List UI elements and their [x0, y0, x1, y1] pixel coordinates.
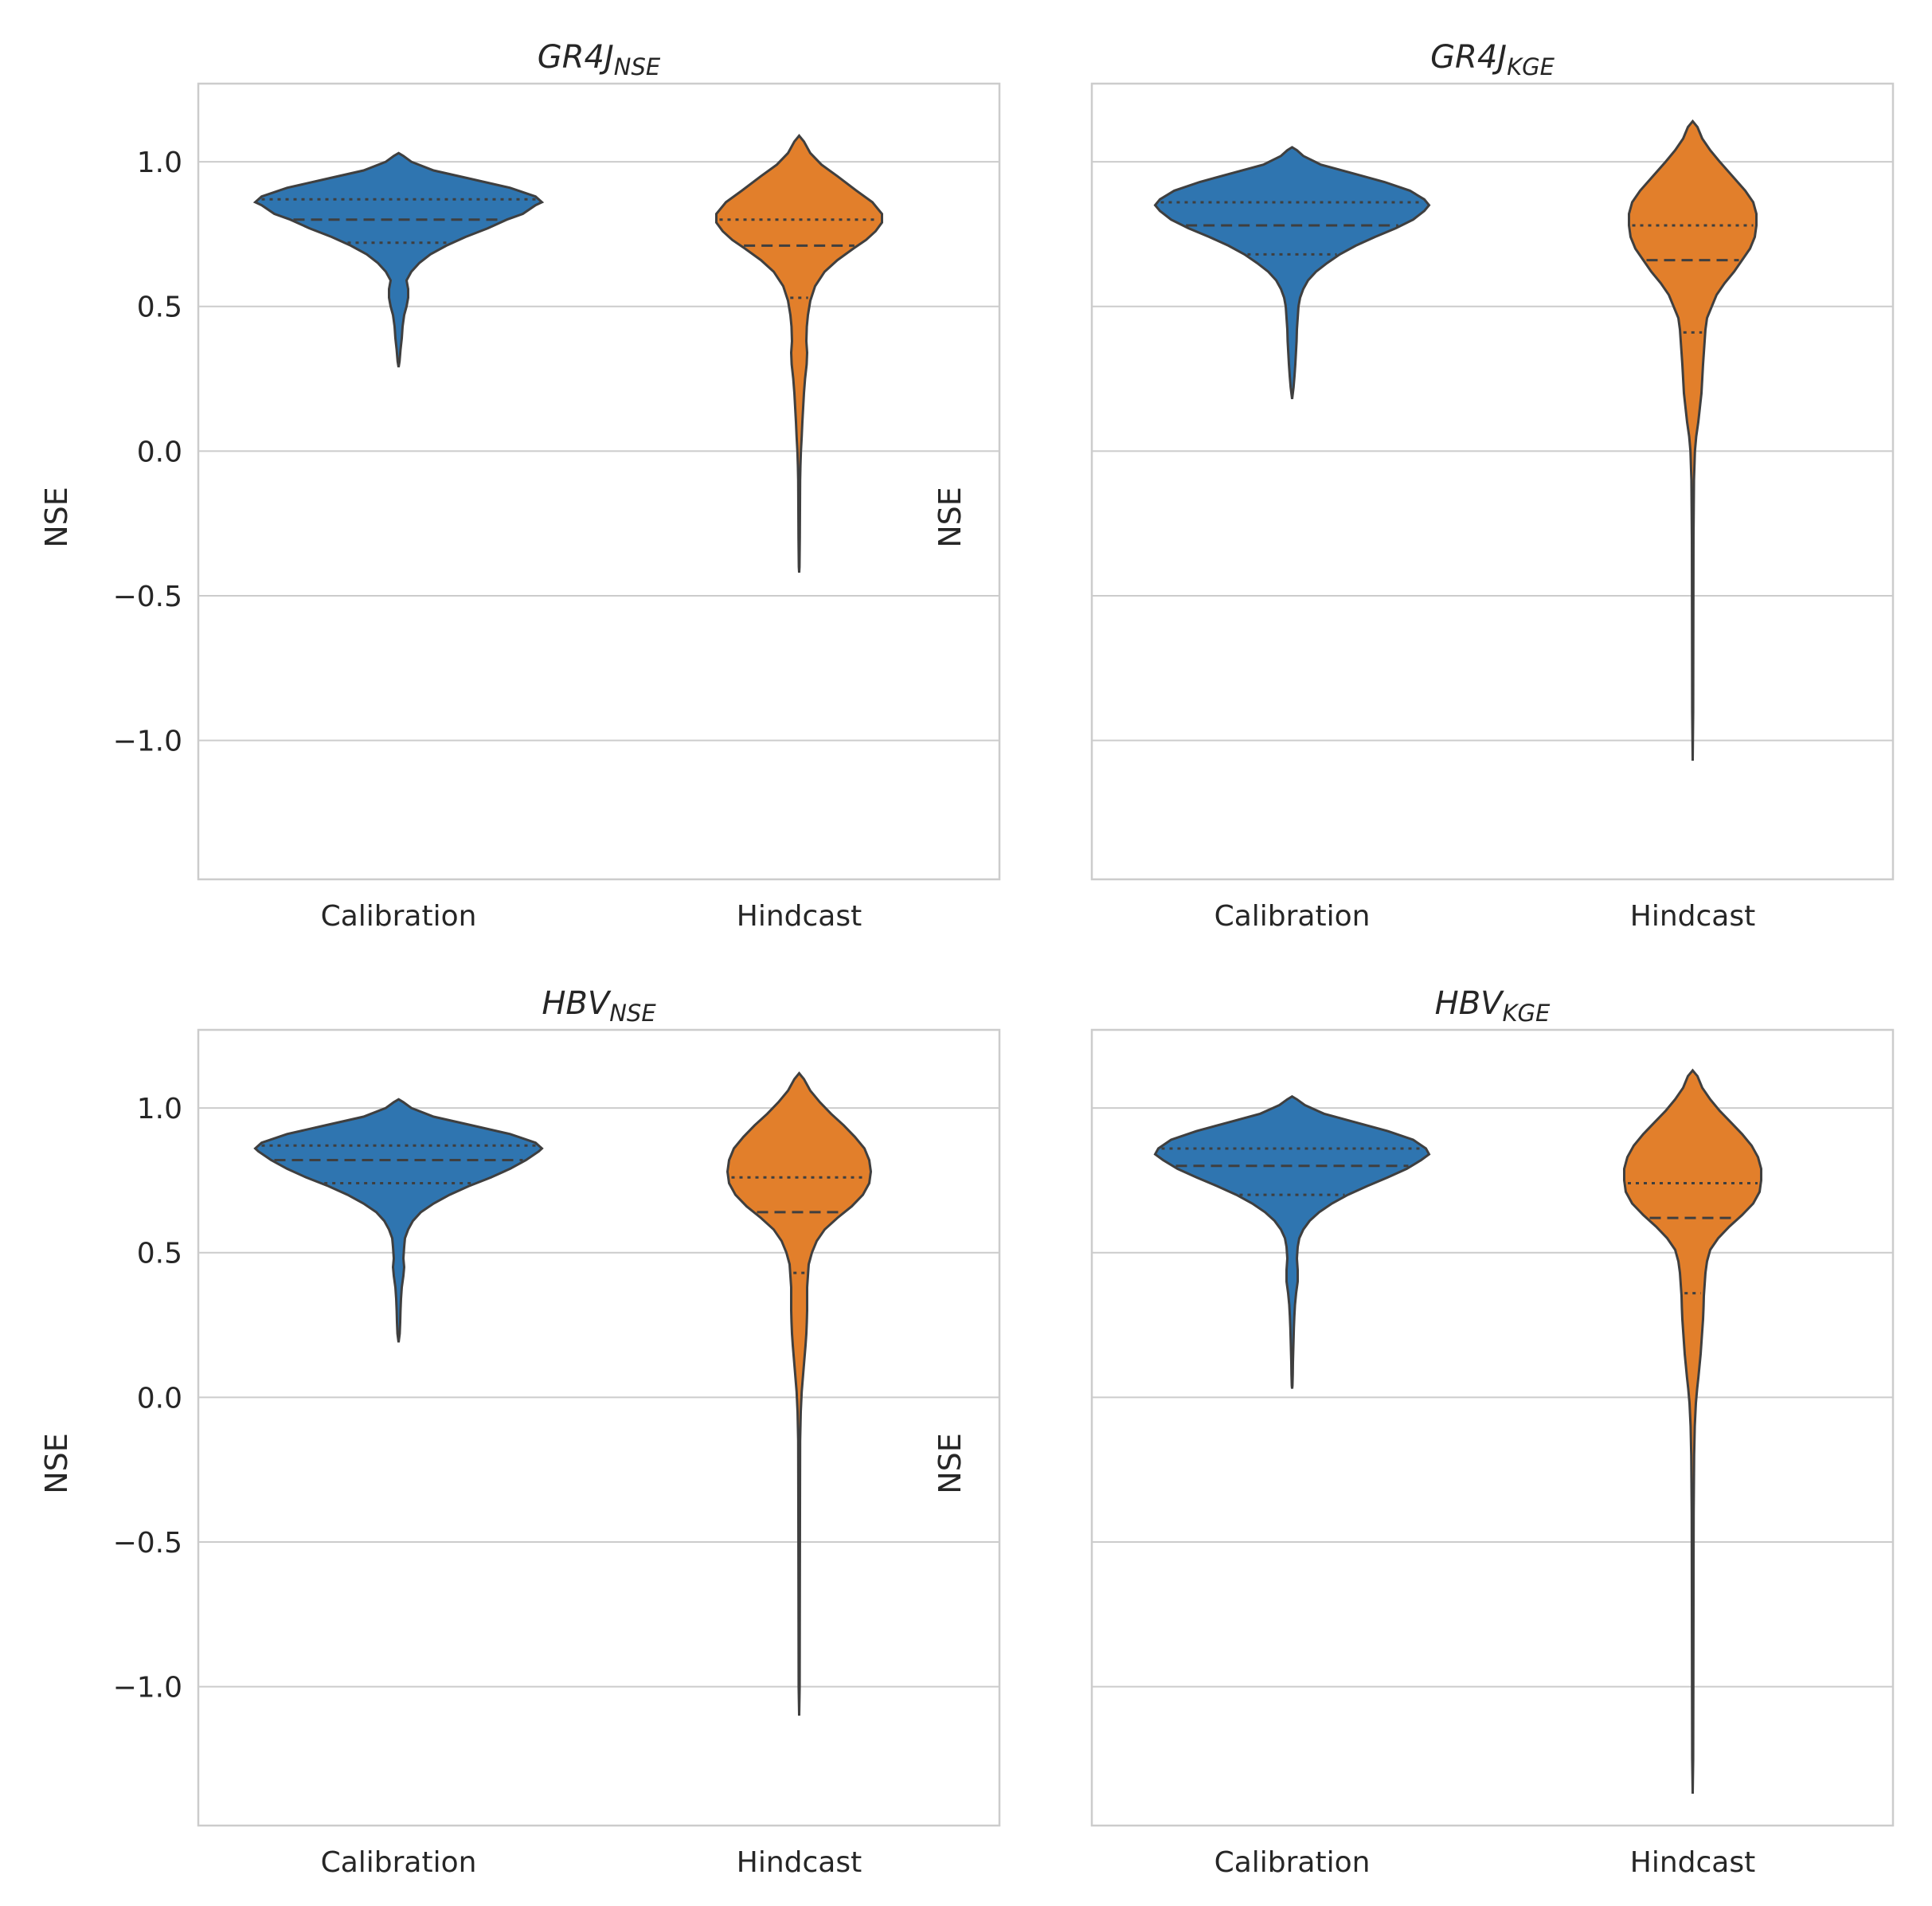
chart-2-violin-hindcast — [725, 1071, 873, 1716]
chart-2-ytick-label: 0.0 — [137, 1382, 182, 1415]
chart-1-ylabel: NSE — [933, 487, 968, 548]
chart-0-ylabel: NSE — [39, 487, 74, 548]
chart-3: Calibration Hindcast HBVKGE NSE — [933, 985, 1895, 1879]
chart-0-ytick-label: 0.0 — [137, 436, 182, 468]
chart-0-ytick-label: 0.5 — [137, 292, 182, 324]
chart-1-violin-hindcast — [1628, 119, 1758, 761]
chart-2-frame — [197, 1028, 1001, 1827]
chart-1-title-sub: KGE — [1507, 53, 1555, 80]
chart-1: Calibration Hindcast GR4JKGE NSE — [933, 39, 1895, 933]
chart-1-title-main: GR4J — [1430, 39, 1507, 76]
chart-1-violin-calibration — [1153, 146, 1431, 400]
chart-3-xtick-label: Calibration — [1214, 1846, 1371, 1879]
chart-1-xtick-label: Calibration — [1214, 900, 1371, 933]
chart-0-title-main: GR4J — [538, 39, 614, 76]
chart-3-ylabel: NSE — [933, 1433, 968, 1494]
chart-1-frame — [1090, 82, 1895, 881]
chart-3-title: HBVKGE — [1435, 985, 1551, 1027]
chart-0-title: GR4JNSE — [538, 39, 661, 80]
chart-0-violin-calibration — [252, 151, 545, 368]
chart-2-xtick-label: Hindcast — [737, 1846, 862, 1879]
chart-0: 1.0 0.5 0.0 −0.5 −1.0 Calibration Hindcast GR4J… — [39, 39, 1001, 933]
chart-2-ytick-label: 0.5 — [137, 1238, 182, 1270]
chart-0-ytick-label: 1.0 — [137, 147, 182, 179]
chart-0-title-sub: NSE — [614, 53, 661, 80]
chart-3-title-main: HBV — [1435, 985, 1505, 1022]
chart-0-frame — [197, 82, 1001, 881]
chart-0-xtick-label: Calibration — [321, 900, 477, 933]
chart-0-ytick-label: −1.0 — [113, 726, 182, 758]
chart-2-title-main: HBV — [542, 985, 612, 1022]
chart-2-ytick-label: 1.0 — [137, 1093, 182, 1125]
chart-3-violin-calibration — [1153, 1094, 1431, 1389]
chart-2-violin-calibration — [253, 1098, 544, 1343]
chart-2-title: HBVNSE — [542, 985, 656, 1027]
chart-0-xtick-label: Hindcast — [737, 900, 862, 933]
chart-3-title-sub: KGE — [1503, 1000, 1551, 1027]
chart-0-ytick-label: −0.5 — [113, 581, 182, 613]
chart-2-ylabel: NSE — [39, 1433, 74, 1494]
chart-1-xtick-label: Hindcast — [1630, 900, 1755, 933]
chart-2-ytick-label: −1.0 — [113, 1672, 182, 1704]
chart-3-violin-hindcast — [1623, 1068, 1762, 1794]
chart-2-xtick-label: Calibration — [321, 1846, 477, 1879]
chart-2-title-sub: NSE — [609, 1000, 656, 1027]
chart-0-violin-hindcast — [715, 134, 883, 573]
chart-3-xtick-label: Hindcast — [1630, 1846, 1755, 1879]
chart-1-title: GR4JKGE — [1430, 39, 1555, 80]
chart-2-ytick-label: −0.5 — [113, 1527, 182, 1560]
chart-3-frame — [1090, 1028, 1895, 1827]
